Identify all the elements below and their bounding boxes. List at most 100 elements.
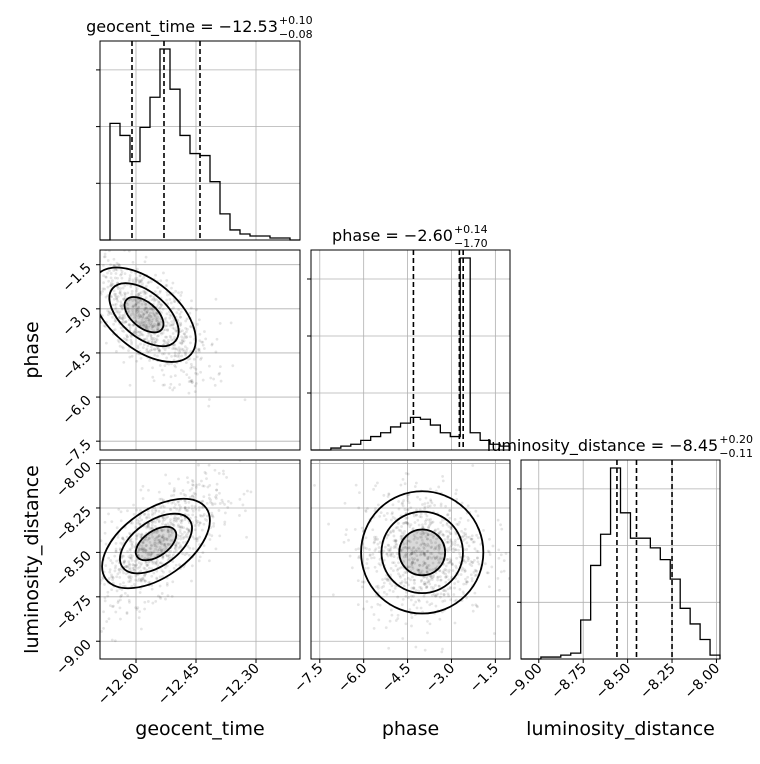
scatter-point bbox=[467, 544, 471, 548]
scatter-point bbox=[404, 520, 408, 524]
scatter-point bbox=[127, 323, 131, 327]
scatter-point bbox=[121, 307, 124, 310]
scatter-point bbox=[118, 344, 122, 348]
scatter-point bbox=[376, 537, 380, 541]
scatter-point bbox=[136, 306, 140, 310]
scatter-point bbox=[141, 333, 145, 337]
scatter-point bbox=[210, 534, 214, 538]
scatter-point bbox=[197, 347, 201, 351]
scatter-point bbox=[417, 599, 421, 603]
scatter-point bbox=[123, 559, 127, 563]
scatter-point bbox=[183, 553, 187, 556]
scatter-point bbox=[441, 533, 445, 537]
scatter-point bbox=[193, 390, 197, 394]
scatter-point bbox=[360, 585, 364, 589]
scatter-point bbox=[104, 275, 108, 279]
scatter-point bbox=[161, 504, 165, 508]
scatter-point bbox=[186, 527, 190, 531]
scatter-point bbox=[435, 593, 438, 597]
scatter-point bbox=[94, 534, 97, 537]
scatter-point bbox=[400, 548, 404, 552]
scatter-point bbox=[364, 510, 368, 513]
scatter-point bbox=[385, 552, 389, 556]
scatter-point bbox=[138, 313, 141, 317]
scatter-point bbox=[418, 535, 422, 539]
scatter-point bbox=[176, 500, 180, 504]
scatter-point bbox=[382, 590, 386, 594]
scatter-point bbox=[412, 586, 416, 590]
scatter-point bbox=[155, 311, 158, 315]
scatter-point bbox=[128, 538, 132, 542]
scatter-point bbox=[59, 595, 62, 598]
scatter-point bbox=[426, 501, 430, 505]
scatter-point bbox=[165, 298, 168, 302]
scatter-point bbox=[194, 515, 198, 519]
scatter-point bbox=[153, 530, 157, 534]
scatter-point bbox=[186, 358, 190, 361]
tick-label-y: −8.25 bbox=[53, 503, 95, 545]
scatter-point bbox=[422, 545, 426, 549]
scatter-point bbox=[146, 600, 150, 603]
scatter-point bbox=[389, 552, 393, 556]
scatter-point bbox=[449, 527, 453, 530]
scatter-point bbox=[194, 507, 198, 511]
scatter-point bbox=[108, 269, 111, 273]
scatter-point bbox=[137, 532, 140, 536]
scatter-point bbox=[436, 576, 439, 579]
scatter-point bbox=[123, 320, 127, 324]
scatter-point bbox=[175, 507, 179, 511]
scatter-point bbox=[178, 528, 182, 532]
scatter-point bbox=[116, 535, 120, 539]
scatter-point bbox=[487, 585, 491, 589]
scatter-point bbox=[188, 529, 191, 533]
tick-label-x: −8.50 bbox=[593, 661, 635, 703]
scatter-point bbox=[120, 307, 124, 311]
scatter-point bbox=[115, 297, 119, 301]
scatter-point bbox=[130, 542, 134, 546]
scatter-point bbox=[163, 542, 167, 546]
scatter-point bbox=[225, 476, 229, 479]
scatter-point bbox=[437, 561, 441, 565]
scatter-point bbox=[379, 511, 383, 515]
scatter-point bbox=[179, 519, 183, 523]
scatter-point bbox=[414, 589, 418, 592]
scatter-point bbox=[121, 537, 125, 541]
scatter-point bbox=[162, 352, 166, 356]
scatter-point bbox=[466, 555, 470, 559]
scatter-point bbox=[388, 619, 392, 623]
panel-title-sup: +0.14 bbox=[454, 223, 488, 236]
scatter-point bbox=[137, 561, 141, 565]
scatter-point bbox=[181, 540, 185, 544]
scatter-point bbox=[218, 491, 221, 495]
scatter-point bbox=[151, 366, 154, 370]
scatter-point bbox=[412, 533, 416, 537]
scatter-point bbox=[121, 316, 124, 320]
scatter-point bbox=[420, 552, 423, 556]
scatter-point bbox=[157, 509, 161, 513]
scatter-point bbox=[118, 263, 121, 267]
scatter-point bbox=[109, 283, 113, 287]
scatter-point bbox=[439, 504, 443, 508]
scatter-point bbox=[146, 281, 150, 285]
scatter-point bbox=[199, 370, 203, 374]
scatter-point bbox=[140, 547, 144, 551]
scatter-point bbox=[174, 516, 177, 520]
scatter-point bbox=[120, 270, 124, 274]
scatter-point bbox=[82, 256, 85, 259]
scatter-point bbox=[180, 335, 184, 339]
scatter-point bbox=[74, 254, 77, 257]
scatter-point bbox=[76, 548, 79, 551]
scatter-point bbox=[432, 592, 436, 596]
scatter-point bbox=[429, 576, 433, 580]
scatter-point bbox=[160, 542, 164, 546]
scatter-point bbox=[133, 298, 137, 302]
scatter-point bbox=[178, 545, 182, 549]
scatter-point bbox=[138, 516, 142, 520]
scatter-point bbox=[188, 311, 192, 315]
scatter-point bbox=[171, 538, 175, 542]
scatter-point bbox=[102, 627, 105, 630]
scatter-point bbox=[425, 566, 429, 569]
scatter-point bbox=[222, 472, 225, 476]
scatter-point bbox=[142, 321, 146, 324]
scatter-point bbox=[405, 552, 409, 555]
